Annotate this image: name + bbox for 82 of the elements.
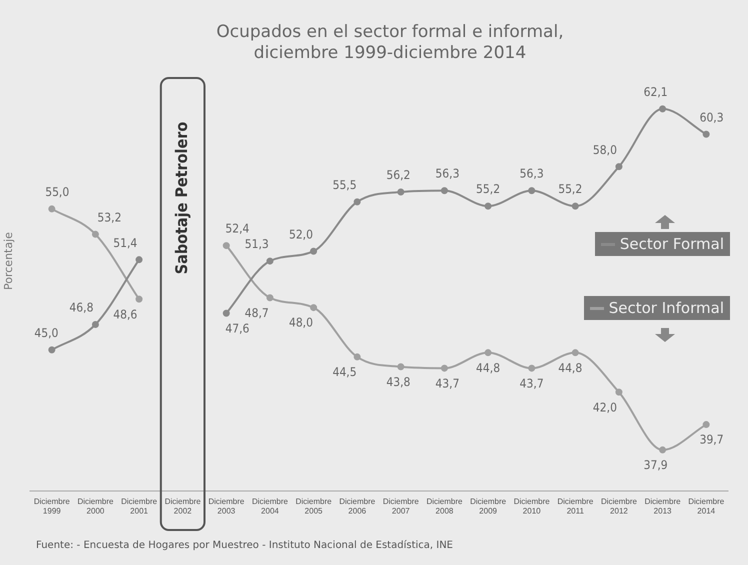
data-label: 42,0 bbox=[592, 400, 618, 414]
point bbox=[484, 202, 492, 210]
data-label: 44,8 bbox=[558, 360, 582, 375]
x-tick-label: Diciembre 2004 bbox=[252, 496, 288, 516]
point bbox=[615, 388, 622, 396]
data-label: 56,2 bbox=[386, 168, 410, 182]
point bbox=[702, 130, 710, 138]
data-label: 55,0 bbox=[45, 185, 70, 200]
point bbox=[92, 321, 99, 328]
y-axis-title: Porcentaje bbox=[2, 232, 15, 290]
point bbox=[48, 346, 56, 354]
data-label: 37,9 bbox=[644, 458, 668, 472]
x-tick-label: Diciembre 2002 bbox=[164, 496, 202, 516]
point bbox=[266, 294, 274, 302]
data-label: 44,8 bbox=[476, 360, 500, 375]
x-tick-label: Diciembre 2003 bbox=[208, 496, 245, 516]
point bbox=[702, 421, 710, 428]
data-label: 52,4 bbox=[225, 222, 250, 236]
data-label: 43,8 bbox=[386, 374, 411, 389]
point bbox=[136, 256, 143, 264]
data-label: 53,2 bbox=[97, 210, 122, 224]
data-label: 55,2 bbox=[558, 182, 582, 196]
legend-label: Sector Formal bbox=[620, 235, 724, 253]
data-label: 48,0 bbox=[288, 316, 314, 330]
annotation: Sabotaje Petrolero bbox=[172, 122, 191, 274]
point bbox=[266, 258, 274, 265]
data-label: 52,0 bbox=[288, 227, 314, 242]
data-label: 45,0 bbox=[34, 326, 59, 340]
point bbox=[92, 230, 99, 238]
point bbox=[397, 363, 404, 370]
point bbox=[354, 353, 361, 360]
data-label: 44,5 bbox=[332, 365, 357, 380]
point bbox=[659, 446, 666, 454]
data-label: 56,3 bbox=[435, 166, 460, 181]
x-tick-label: Diciembre 2014 bbox=[688, 496, 725, 516]
x-tick-label: Diciembre 2010 bbox=[514, 496, 550, 516]
chart-title: Ocupados en el sector formal e informal, diciembre 1999-diciembre 2014 bbox=[215, 22, 565, 64]
point bbox=[310, 248, 318, 255]
point bbox=[528, 364, 536, 372]
source-note: Fuente: - Encuesta de Hogares por Muestreo - Instituto Nacional de Estadística, INE bbox=[36, 540, 454, 551]
data-label: 39,7 bbox=[700, 432, 724, 447]
data-label: 46,8 bbox=[69, 300, 94, 315]
x-tick-label: Diciembre 2008 bbox=[426, 496, 463, 516]
data-label: 55,5 bbox=[332, 178, 357, 192]
point bbox=[615, 163, 622, 170]
x-tick-label: Diciembre 2000 bbox=[77, 496, 114, 516]
x-tick-label: Diciembre 2006 bbox=[339, 496, 376, 516]
x-tick-label: Diciembre 2011 bbox=[557, 496, 594, 516]
x-tick-label: Diciembre 2012 bbox=[600, 496, 638, 516]
point bbox=[659, 105, 666, 112]
point bbox=[484, 349, 492, 356]
data-label: 55,2 bbox=[476, 182, 500, 196]
point bbox=[528, 187, 536, 194]
data-label: 62,1 bbox=[644, 84, 668, 99]
point bbox=[397, 188, 404, 196]
data-label: 48,6 bbox=[113, 307, 138, 322]
data-label: 43,7 bbox=[520, 376, 544, 390]
point bbox=[136, 296, 143, 303]
data-label: 51,4 bbox=[113, 236, 138, 250]
data-label: 60,3 bbox=[700, 110, 724, 124]
point bbox=[310, 304, 318, 312]
x-tick-label: Diciembre 1999 bbox=[34, 496, 70, 516]
data-label: 51,3 bbox=[244, 237, 269, 252]
data-label: 48,7 bbox=[244, 306, 269, 320]
legend-label: Sector Informal bbox=[608, 299, 724, 317]
data-label: 56,3 bbox=[520, 166, 544, 181]
x-tick-label: Diciembre 2009 bbox=[470, 496, 507, 516]
point bbox=[354, 198, 361, 206]
point bbox=[572, 349, 579, 356]
x-tick-label: Diciembre 2013 bbox=[644, 496, 682, 516]
x-tick-label: Diciembre 2005 bbox=[296, 496, 332, 516]
data-label: 58,0 bbox=[592, 142, 618, 157]
x-tick-label: Diciembre 2001 bbox=[121, 496, 158, 516]
data-label: 43,7 bbox=[435, 376, 460, 390]
point bbox=[222, 310, 230, 317]
point bbox=[572, 202, 579, 210]
point bbox=[222, 242, 230, 250]
data-label: 47,6 bbox=[225, 321, 250, 336]
x-tick-label: Diciembre 2007 bbox=[382, 496, 420, 516]
point bbox=[48, 205, 56, 212]
point bbox=[440, 187, 448, 194]
point bbox=[440, 364, 448, 372]
